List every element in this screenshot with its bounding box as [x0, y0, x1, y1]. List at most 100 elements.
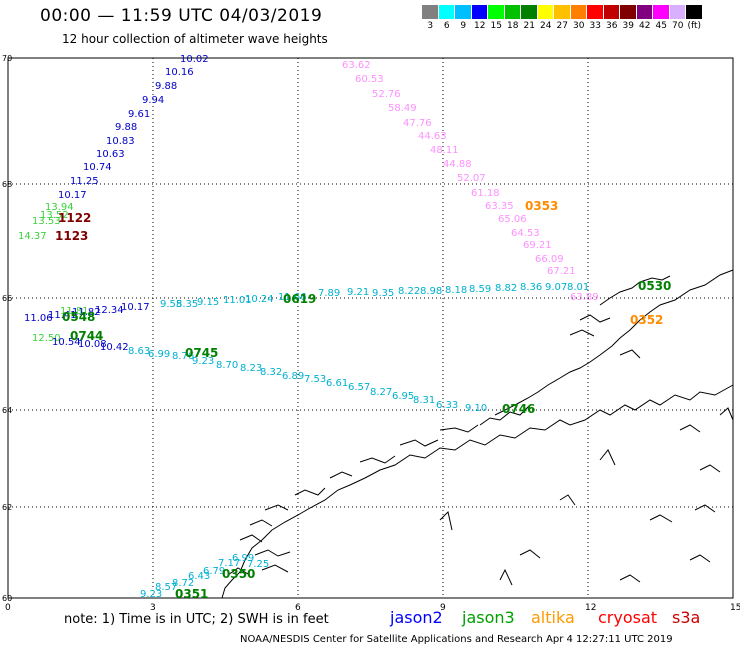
- wave-height-observation: 63.35: [485, 201, 514, 212]
- lon-label: 6: [295, 603, 301, 613]
- wave-height-observation: 13.52: [40, 210, 69, 221]
- colorbar-label: 18: [507, 21, 519, 31]
- time-tags: 1122 1123 0353 0352 0745 0746 0744 0548 0619 0351…: [55, 199, 671, 601]
- lon-label: 3: [150, 603, 156, 613]
- wave-height-observation: 9.88: [155, 81, 177, 92]
- colorbar-label: 12: [474, 21, 486, 31]
- wave-height-observation: 67.21: [547, 266, 576, 277]
- wave-height-observation: 10.74: [83, 162, 112, 173]
- wave-height-observation: 7.89: [318, 288, 340, 299]
- wave-height-observation: 11.81: [60, 306, 89, 317]
- wave-height-observation: 8.22: [398, 286, 420, 297]
- wave-height-observation: 9.10: [465, 403, 487, 414]
- wave-height-observation: 8.31: [413, 395, 435, 406]
- colorbar-label: 39: [622, 21, 634, 31]
- wave-height-observation: 8.76: [172, 351, 194, 362]
- wave-height-observation: 8.32: [260, 367, 282, 378]
- wave-height-observation: 10.24: [245, 294, 274, 305]
- colorbar-swatch: [603, 5, 620, 19]
- lat-label: 62: [2, 503, 12, 512]
- wave-height-observation: 6.57: [348, 382, 370, 393]
- colorbar-swatch: [537, 5, 554, 19]
- colorbar-label: 15: [490, 21, 502, 31]
- wave-height-observation: 8.70: [216, 360, 238, 371]
- wave-height-observation: 13.94: [45, 202, 74, 213]
- wave-height-observation: 8.23: [240, 363, 262, 374]
- pass-time-tag: 0530: [638, 279, 671, 293]
- pass-time-tag: 0619: [283, 292, 316, 306]
- colorbar-swatch: [438, 5, 455, 19]
- colorbar-label: 3: [427, 21, 434, 31]
- wave-height-observation: 12.50: [32, 333, 61, 344]
- colorbar-swatch: [521, 5, 538, 19]
- wave-height-observation: 12.34: [95, 305, 124, 316]
- wave-height-observation: 6.43: [188, 571, 210, 582]
- wave-height-observation: 44.63: [418, 131, 447, 142]
- wave-height-observation: 9.21: [347, 287, 369, 298]
- legend-cryosat: cryosat: [598, 608, 658, 627]
- colorbar-swatch: [570, 5, 587, 19]
- wave-height-observation: 8.63: [128, 346, 150, 357]
- pass-time-tag: 0353: [525, 199, 558, 213]
- wave-height-observation: 10.17: [58, 190, 87, 201]
- coastline: [221, 269, 734, 599]
- wave-height-observation: 10.08: [78, 339, 107, 350]
- wave-height-observation: 9.35: [372, 288, 394, 299]
- wave-height-observation: 14.37: [18, 231, 47, 242]
- pass-time-tag: 0352: [630, 313, 663, 327]
- wave-height-observation: 8.59: [469, 284, 491, 295]
- wave-height-observation: 6.61: [326, 378, 348, 389]
- wave-height-observation: 11.06: [24, 313, 53, 324]
- wave-height-observation: 9.55: [160, 299, 182, 310]
- colorbar-label: 6: [443, 21, 450, 31]
- colorbar-label: (ft): [687, 21, 702, 31]
- colorbar-swatch: [653, 5, 670, 19]
- colorbar-swatch: [422, 5, 439, 19]
- lat-label: 66: [2, 294, 12, 303]
- legend-jason3: jason3: [462, 608, 515, 627]
- wave-height-observation: 60.53: [355, 74, 384, 85]
- colorbar-labels: 3 6 9 12 15 18 21 24 27 30 33 36 39 42 45 70 (ft): [422, 21, 703, 31]
- colorbar-swatch: [554, 5, 571, 19]
- wave-height-observation: 8.27: [370, 387, 392, 398]
- map-frame: [7, 57, 734, 599]
- wave-height-observation: 7.17: [218, 558, 240, 569]
- colorbar-label: 70: [672, 21, 684, 31]
- colorbar-swatch: [620, 5, 637, 19]
- colorbar-swatch: [636, 5, 653, 19]
- wave-height-observation: 8.01: [567, 282, 589, 293]
- footer-credit: NOAA/NESDIS Center for Satellite Applica…: [240, 634, 673, 645]
- wave-height-observation: 61.18: [471, 188, 500, 199]
- colorbar-label: 36: [606, 21, 618, 31]
- wave-height-observation: 58.49: [388, 103, 417, 114]
- colorbar-swatch: [686, 5, 703, 19]
- pass-time-tag: 1122: [58, 211, 91, 225]
- wave-height-observation: 6.99: [148, 349, 170, 360]
- wave-height-observation: 11.41: [48, 310, 77, 321]
- lon-label: 0: [5, 603, 11, 613]
- wave-height-observation: 65.06: [498, 214, 527, 225]
- wave-height-observation: 9.23: [140, 589, 162, 600]
- wave-height-observation: 10.63: [96, 149, 125, 160]
- colorbar-swatch: [488, 5, 505, 19]
- wave-height-observation: 69.21: [523, 240, 552, 251]
- wave-height-observation: 11.01: [223, 295, 252, 306]
- colorbar-swatch: [455, 5, 472, 19]
- wave-height-observation: 9.23: [192, 356, 214, 367]
- wave-height-observation: 9.15: [197, 297, 219, 308]
- colorbar: [422, 5, 703, 19]
- wave-height-observation: 9.07: [545, 282, 567, 293]
- wave-height-observation: 9.88: [115, 122, 137, 133]
- lat-label: 64: [2, 406, 12, 415]
- colorbar-label: 27: [556, 21, 568, 31]
- colorbar-label: 42: [639, 21, 651, 31]
- legend-altika: altika: [531, 608, 575, 627]
- wave-height-observation: 47.76: [403, 118, 432, 129]
- pass-time-tag: 0745: [185, 346, 218, 360]
- wave-height-observation: 10.83: [106, 136, 135, 147]
- legend-jason2: jason2: [390, 608, 443, 627]
- page-title: 00:00 — 11:59 UTC 04/03/2019: [40, 6, 323, 26]
- colorbar-label: 30: [573, 21, 585, 31]
- colorbar-swatch: [504, 5, 521, 19]
